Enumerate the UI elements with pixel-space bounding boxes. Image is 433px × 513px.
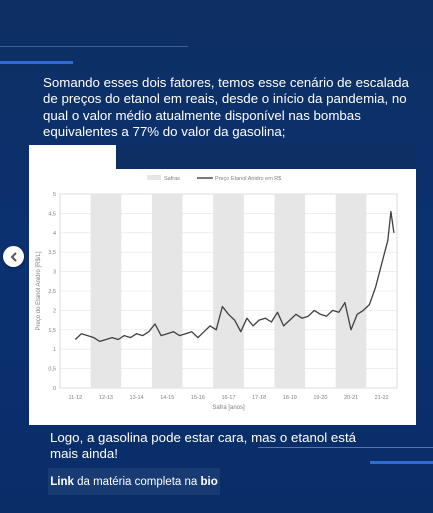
- link-word: Link: [50, 475, 74, 488]
- link-bio-word: bio: [200, 475, 218, 488]
- chart-card: 0 0,5 1 1,5 2 2,5 3 3,5 4 4,5 5 11-12 12-13 13-14 14-1…: [29, 145, 416, 425]
- x-tick-label: 11-12: [68, 395, 82, 401]
- legend-label-safras: Safras: [164, 176, 180, 182]
- x-tick-label: 15-16: [191, 395, 205, 401]
- x-tick-label: 13-14: [130, 395, 144, 401]
- outro-paragraph: Logo, a gasolina pode estar cara, mas o …: [50, 430, 357, 462]
- y-tick-label: 3,5: [48, 250, 56, 256]
- legend-swatch-safras: [147, 175, 161, 180]
- carousel-prev-button[interactable]: [3, 246, 24, 267]
- y-tick-label: 2,5: [48, 289, 56, 295]
- y-tick-label: 3: [53, 270, 56, 276]
- y-tick-label: 2: [53, 308, 56, 314]
- y-axis-title: Preço do Etanol Anidro [R$/L]: [36, 251, 42, 330]
- article-link-button[interactable]: Link da matéria completa na bio: [48, 468, 220, 495]
- legend-label-price: Preço Etanol Anidro em R$: [215, 176, 281, 182]
- chevron-left-icon: [10, 251, 17, 262]
- top-decor-line: [0, 46, 188, 47]
- intro-paragraph: Somando esses dois fatores, temos esse c…: [43, 75, 409, 140]
- y-tick-label: 0,5: [48, 367, 56, 373]
- x-axis-title: Safra [anos]: [212, 405, 245, 411]
- x-tick-label: 14-15: [160, 395, 174, 401]
- x-tick-label: 20-21: [344, 395, 358, 401]
- y-tick-label: 4: [53, 231, 56, 237]
- y-tick-label: 1: [53, 347, 56, 353]
- y-tick-label: 5: [53, 192, 56, 198]
- card-header-band: [116, 145, 416, 169]
- x-tick-label: 16-17: [221, 395, 235, 401]
- outro-decor-bar: [370, 461, 433, 464]
- x-tick-label: 17-18: [252, 395, 266, 401]
- y-tick-label: 0: [53, 386, 56, 392]
- x-tick-label: 18-19: [283, 395, 297, 401]
- y-tick-label: 4,5: [48, 211, 56, 217]
- link-text-middle: da matéria completa na: [73, 475, 201, 488]
- x-tick-label: 19-20: [313, 395, 327, 401]
- y-tick-label: 1,5: [48, 328, 56, 334]
- outro-underline: [258, 447, 433, 448]
- x-tick-label: 12-13: [99, 395, 113, 401]
- series-line-price: [74, 210, 395, 343]
- ethanol-price-chart: 0 0,5 1 1,5 2 2,5 3 3,5 4 4,5 5 11-12 12-13 13-14 14-1…: [36, 175, 398, 411]
- card-tab: [29, 145, 116, 169]
- x-tick-label: 21-22: [375, 395, 389, 401]
- top-decor-bar: [0, 61, 73, 64]
